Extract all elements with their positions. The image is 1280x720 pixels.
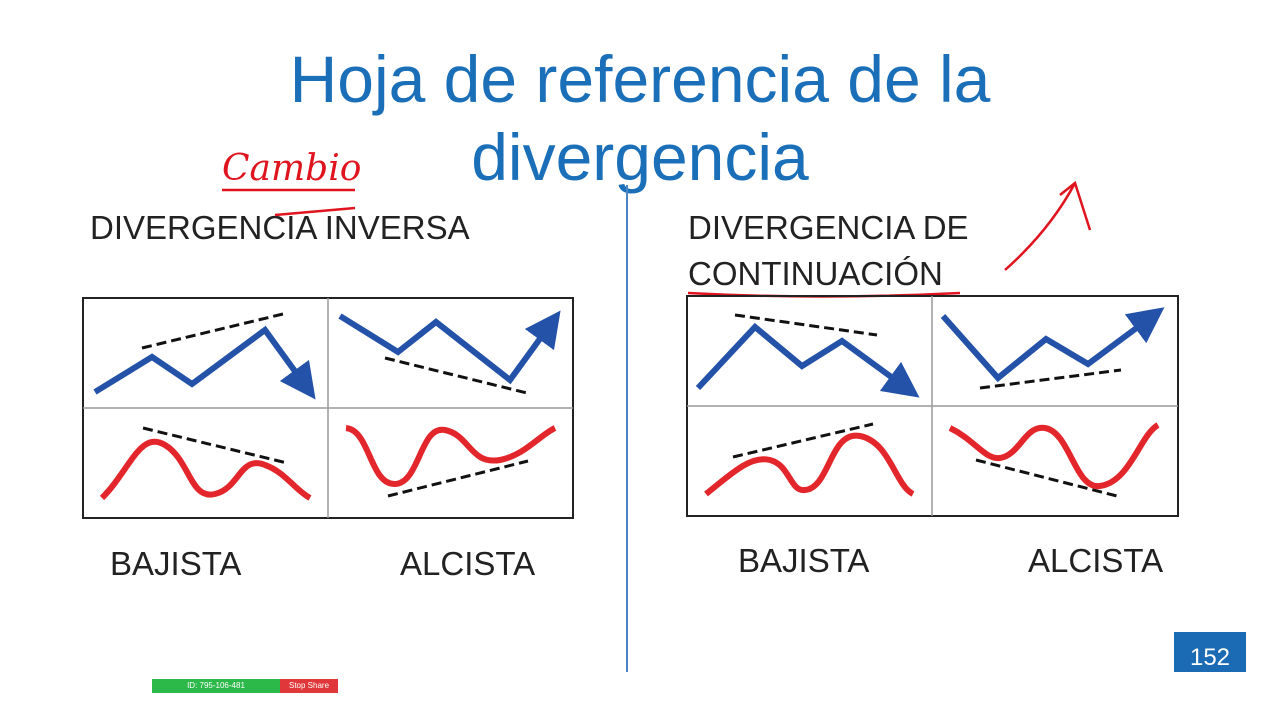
label: BAJISTA xyxy=(110,545,242,582)
page-number: 152 xyxy=(1174,632,1246,672)
left-box xyxy=(82,297,574,519)
slide-title: Hoja de referencia de la divergencia xyxy=(289,42,991,194)
label: BAJISTA xyxy=(738,542,870,579)
ink-annotations xyxy=(222,180,1092,298)
label: ALCISTA xyxy=(1028,542,1164,579)
handwritten-note: Cambio xyxy=(222,148,362,189)
stop-share-button[interactable]: Stop Share xyxy=(280,679,338,693)
share-bar: ID: 795-106-481 Stop Share xyxy=(152,679,338,693)
right-heading: DIVERGENCIA DE CONTINUACIÓN xyxy=(688,209,969,292)
meeting-id: ID: 795-106-481 xyxy=(152,679,280,693)
right-box xyxy=(686,295,1179,517)
label: ALCISTA xyxy=(400,545,536,582)
